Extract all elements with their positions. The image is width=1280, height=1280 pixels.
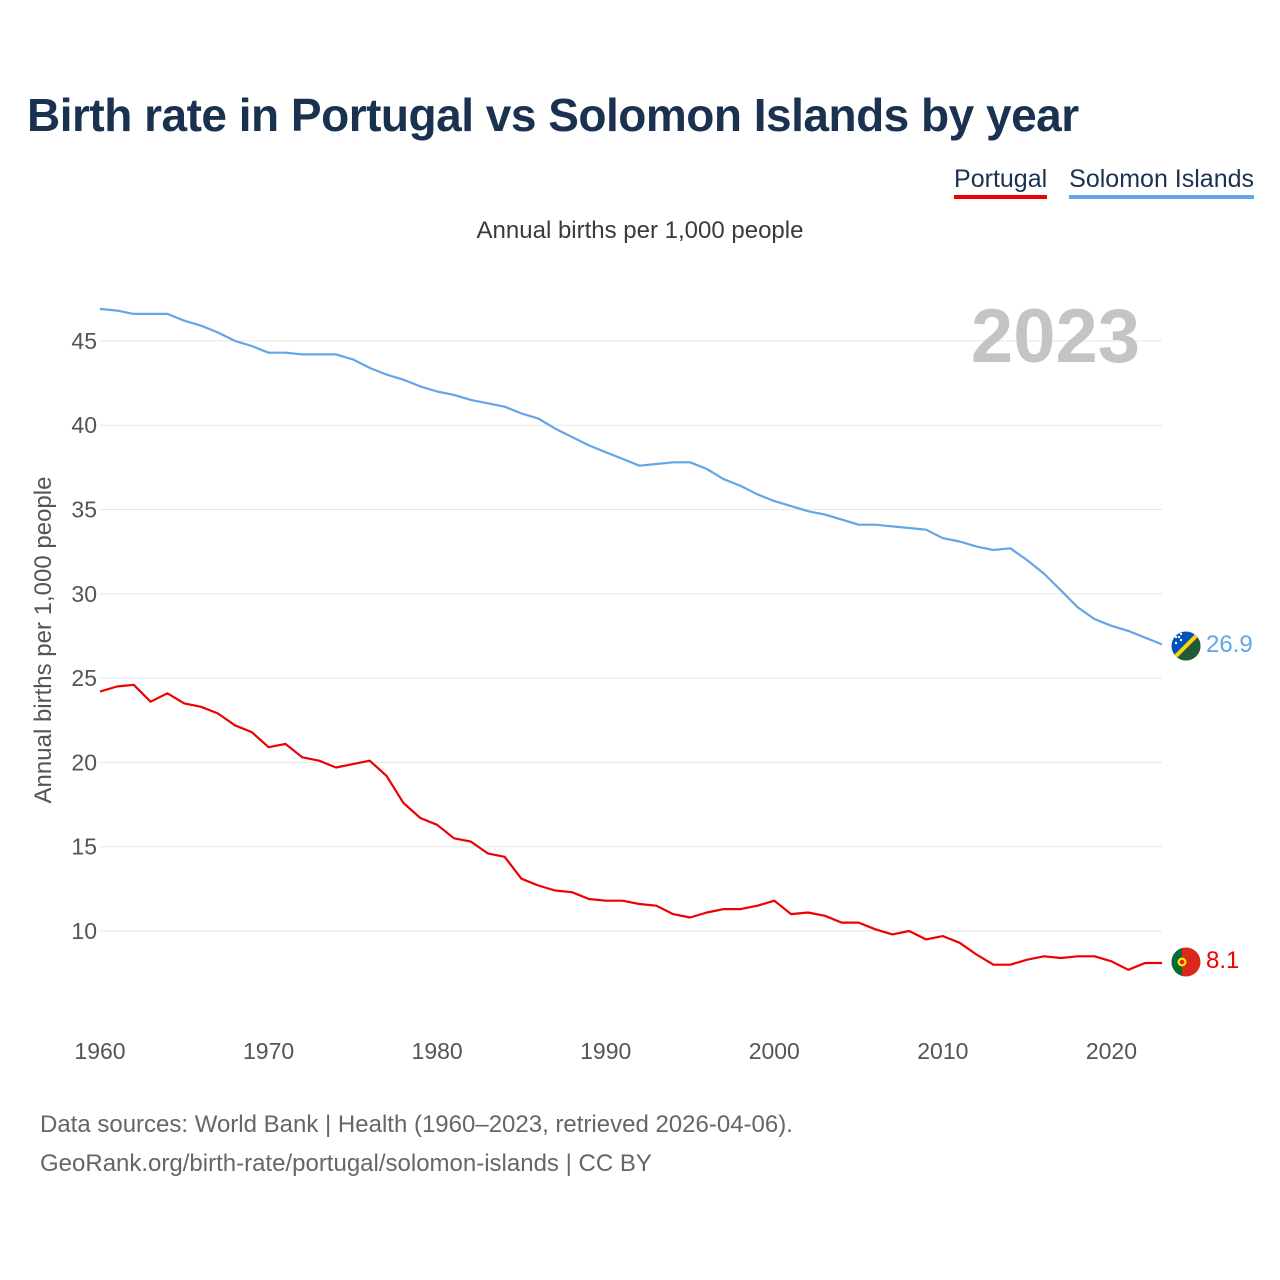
footer: Data sources: World Bank | Health (1960–… xyxy=(40,1105,793,1183)
y-tick-label: 35 xyxy=(71,497,97,523)
x-tick-label: 2010 xyxy=(917,1038,968,1064)
y-tick-label: 15 xyxy=(71,834,97,860)
end-label-portugal: 8.1 xyxy=(1206,947,1239,974)
x-tick-label: 2000 xyxy=(749,1038,800,1064)
series-lines xyxy=(99,307,1163,971)
y-tick-label: 10 xyxy=(71,918,97,944)
x-tick-label: 1960 xyxy=(74,1038,125,1064)
end-label-solomon-islands: 26.9 xyxy=(1206,631,1253,658)
legend-item-solomon-islands[interactable]: Solomon Islands xyxy=(1069,165,1254,199)
x-tick-label: 2020 xyxy=(1086,1038,1137,1064)
y-tick-label: 20 xyxy=(71,749,97,775)
y-axis-ticks: 10 15 20 25 30 35 40 45 xyxy=(71,328,97,944)
solomon-islands-flag-icon xyxy=(1171,631,1201,661)
portugal-flag-icon xyxy=(1171,947,1201,977)
x-axis-ticks: 1960 1970 1980 1990 2000 2010 2020 xyxy=(74,1038,1137,1064)
chart-title: Birth rate in Portugal vs Solomon Island… xyxy=(27,89,1079,141)
x-tick-label: 1980 xyxy=(412,1038,463,1064)
legend-item-portugal[interactable]: Portugal xyxy=(954,165,1048,199)
y-tick-label: 45 xyxy=(71,328,97,354)
year-watermark: 2023 xyxy=(971,294,1140,379)
y-tick-label: 30 xyxy=(71,581,97,607)
gridlines xyxy=(100,340,1162,932)
y-tick-label: 40 xyxy=(71,412,97,438)
series-line-portugal[interactable] xyxy=(99,683,1162,971)
legend: Portugal Solomon Islands xyxy=(954,165,1254,199)
footer-link[interactable]: GeoRank.org/birth-rate/portugal/solomon-… xyxy=(40,1150,652,1177)
line-chart: 10 15 20 25 30 35 40 45 1960 1970 1980 1990 2000 201… xyxy=(30,294,1253,1064)
series-line-solomon-islands[interactable] xyxy=(99,307,1163,646)
x-tick-label: 1990 xyxy=(580,1038,631,1064)
y-axis-title: Annual births per 1,000 people xyxy=(30,477,57,804)
footer-sources: Data sources: World Bank | Health (1960–… xyxy=(40,1111,793,1138)
chart-subtitle: Annual births per 1,000 people xyxy=(476,217,804,244)
x-tick-label: 1970 xyxy=(243,1038,294,1064)
y-tick-label: 25 xyxy=(71,665,97,691)
